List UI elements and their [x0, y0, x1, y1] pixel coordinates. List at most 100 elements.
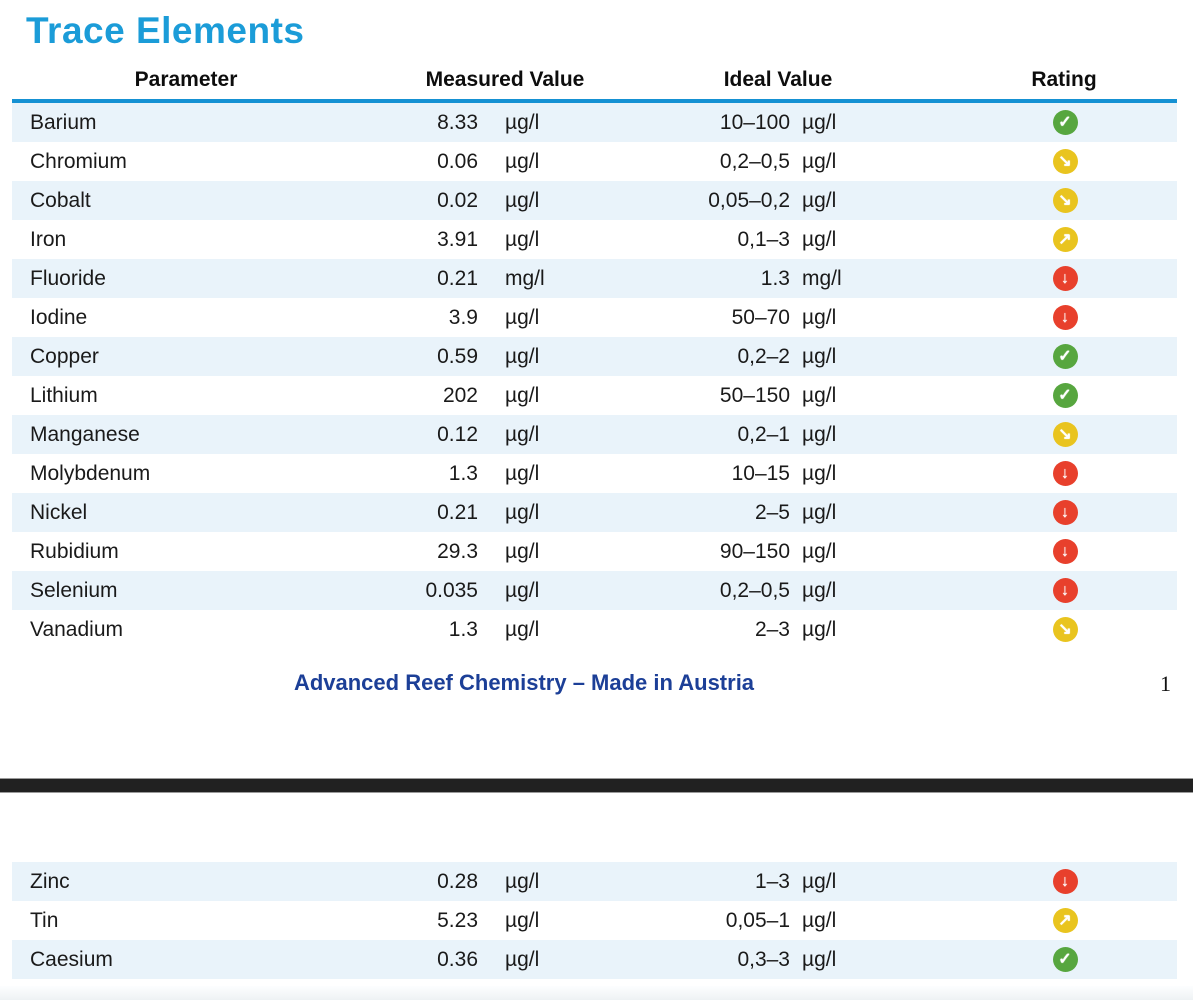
page-number: 1 [1160, 671, 1171, 696]
measured-unit: µg/l [505, 188, 540, 212]
arrow-down-circle-icon: ↓ [1052, 539, 1078, 564]
ideal-value: 2–5 [754, 500, 790, 524]
parameter-name: Chromium [30, 149, 127, 173]
measured-unit: µg/l [505, 149, 540, 173]
arrow-down-circle-icon: ↓ [1052, 500, 1078, 525]
measured-unit: µg/l [505, 422, 540, 446]
column-header-rating: Rating [1031, 68, 1097, 91]
next-row-sliver [0, 986, 1193, 1000]
ideal-value: 0,3–3 [737, 947, 790, 971]
check-circle-icon: ✓ [1052, 110, 1078, 135]
ideal-unit: µg/l [802, 539, 837, 563]
ideal-unit: µg/l [802, 908, 837, 932]
ideal-value: 0,2–0,5 [719, 149, 790, 173]
parameter-name: Iodine [30, 305, 88, 329]
rating-cell: ✓ [975, 947, 1155, 972]
measured-value: 0.59 [437, 344, 478, 368]
rating-cell: ↗ [975, 908, 1155, 933]
rating-cell: ↘ [975, 188, 1155, 213]
page-break-bar [0, 778, 1193, 793]
measured-value: 0.28 [437, 869, 478, 893]
ideal-unit: µg/l [802, 383, 837, 407]
measured-value: 1.3 [448, 617, 478, 641]
page-footer: Advanced Reef Chemistry – Made in Austri… [0, 670, 1193, 698]
parameter-name: Selenium [30, 578, 118, 602]
arrow-down-right-icon: ↘ [1052, 617, 1078, 642]
ideal-value: 2–3 [754, 617, 790, 641]
rating-cell: ✓ [975, 110, 1155, 135]
ideal-value: 0,2–0,5 [719, 578, 790, 602]
ideal-unit: µg/l [802, 188, 837, 212]
parameter-name: Barium [30, 110, 97, 134]
parameter-name: Iron [30, 227, 67, 251]
measured-unit: µg/l [505, 908, 540, 932]
parameter-name: Lithium [30, 383, 98, 407]
page-title: Trace Elements [26, 10, 305, 51]
rating-cell: ✓ [975, 344, 1155, 369]
parameter-name: Vanadium [30, 617, 124, 641]
measured-unit: µg/l [505, 578, 540, 602]
ideal-unit: µg/l [802, 947, 837, 971]
measured-value: 0.035 [425, 578, 478, 602]
measured-unit: µg/l [505, 539, 540, 563]
measured-value: 1.3 [448, 461, 478, 485]
table-row: Copper 0.59 µg/l 0,2–2 µg/l ✓ [12, 337, 1177, 376]
measured-value: 3.9 [448, 305, 478, 329]
rating-cell: ↓ [975, 500, 1155, 525]
table-row: Manganese 0.12 µg/l 0,2–1 µg/l ↘ [12, 415, 1177, 454]
measured-unit: mg/l [505, 266, 545, 290]
ideal-value: 50–70 [731, 305, 790, 329]
ideal-value: 0,2–1 [737, 422, 790, 446]
measured-value: 202 [442, 383, 478, 407]
measured-value: 5.23 [437, 908, 478, 932]
parameter-name: Copper [30, 344, 99, 368]
ideal-value: 10–15 [731, 461, 790, 485]
ideal-unit: µg/l [802, 500, 837, 524]
measured-unit: µg/l [505, 305, 540, 329]
measured-unit: µg/l [505, 869, 540, 893]
arrow-down-circle-icon: ↓ [1052, 461, 1078, 486]
trace-elements-table-page-1: Barium 8.33 µg/l 10–100 µg/l ✓ Chromium … [12, 103, 1177, 649]
parameter-name: Cobalt [30, 188, 91, 212]
table-row: Chromium 0.06 µg/l 0,2–0,5 µg/l ↘ [12, 142, 1177, 181]
rating-cell: ↓ [975, 461, 1155, 486]
measured-unit: µg/l [505, 617, 540, 641]
trace-elements-table-page-2: Zinc 0.28 µg/l 1–3 µg/l ↓ Tin 5.23 µg/l … [12, 862, 1177, 979]
parameter-name: Tin [30, 908, 59, 932]
measured-value: 0.21 [437, 500, 478, 524]
measured-unit: µg/l [505, 110, 540, 134]
measured-unit: µg/l [505, 383, 540, 407]
measured-value: 0.06 [437, 149, 478, 173]
parameter-name: Molybdenum [30, 461, 151, 485]
arrow-down-right-icon: ↘ [1052, 422, 1078, 447]
ideal-value: 90–150 [719, 539, 790, 563]
parameter-name: Fluoride [30, 266, 106, 290]
ideal-value: 50–150 [719, 383, 790, 407]
measured-unit: µg/l [505, 461, 540, 485]
parameter-name: Zinc [30, 869, 70, 893]
rating-cell: ↗ [975, 227, 1155, 252]
table-row: Barium 8.33 µg/l 10–100 µg/l ✓ [12, 103, 1177, 142]
table-row: Zinc 0.28 µg/l 1–3 µg/l ↓ [12, 862, 1177, 901]
table-row: Iron 3.91 µg/l 0,1–3 µg/l ↗ [12, 220, 1177, 259]
parameter-name: Nickel [30, 500, 88, 524]
arrow-down-circle-icon: ↓ [1052, 578, 1078, 603]
ideal-unit: µg/l [802, 110, 837, 134]
ideal-unit: mg/l [802, 266, 842, 290]
table-row: Vanadium 1.3 µg/l 2–3 µg/l ↘ [12, 610, 1177, 649]
ideal-unit: µg/l [802, 149, 837, 173]
ideal-value: 0,2–2 [737, 344, 790, 368]
rating-cell: ↓ [975, 869, 1155, 894]
arrow-down-circle-icon: ↓ [1052, 305, 1078, 330]
measured-value: 29.3 [437, 539, 478, 563]
table-row: Cobalt 0.02 µg/l 0,05–0,2 µg/l ↘ [12, 181, 1177, 220]
rating-cell: ↘ [975, 422, 1155, 447]
rating-cell: ↓ [975, 266, 1155, 291]
table-row: Nickel 0.21 µg/l 2–5 µg/l ↓ [12, 493, 1177, 532]
footer-brand-text: Advanced Reef Chemistry – Made in Austri… [293, 670, 755, 695]
rating-cell: ↓ [975, 305, 1155, 330]
rating-cell: ↓ [975, 539, 1155, 564]
ideal-value: 0,1–3 [737, 227, 790, 251]
measured-value: 0.02 [437, 188, 478, 212]
rating-cell: ↘ [975, 149, 1155, 174]
